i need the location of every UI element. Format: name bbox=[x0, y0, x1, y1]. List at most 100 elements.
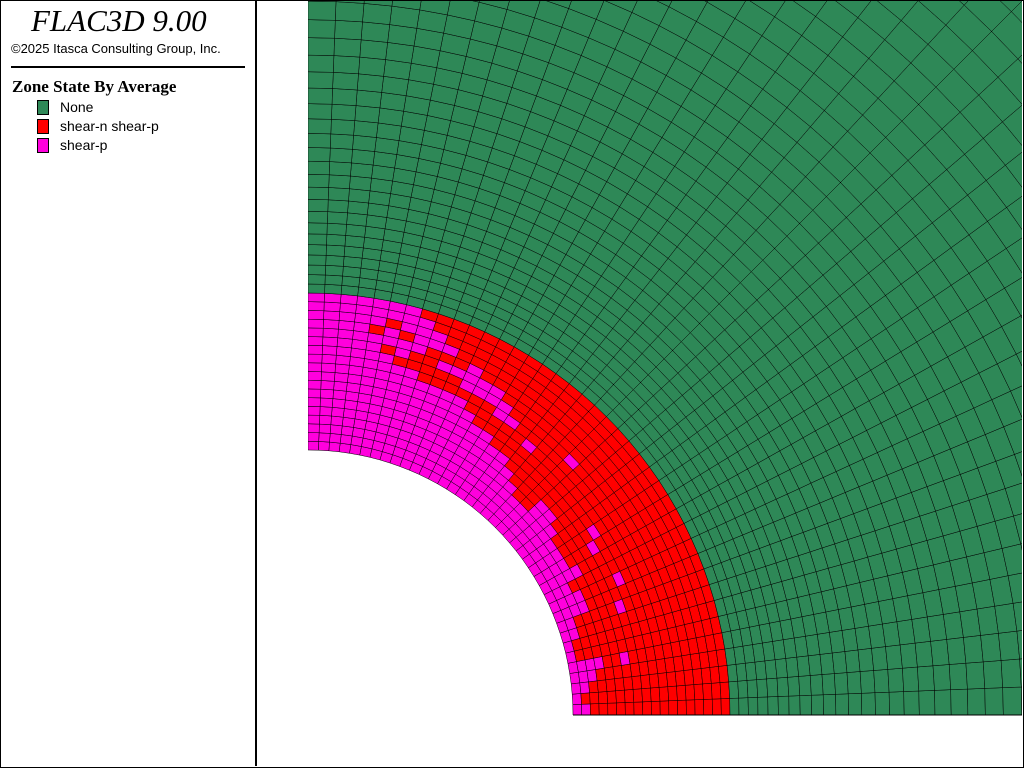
zone bbox=[607, 702, 617, 715]
zone bbox=[308, 244, 327, 256]
zone bbox=[711, 682, 722, 700]
zone bbox=[346, 212, 368, 227]
legend-label-shear-n-shear-p: shear-n shear-p bbox=[60, 118, 159, 134]
zone bbox=[857, 1, 902, 41]
zone bbox=[963, 635, 984, 664]
zone bbox=[478, 1, 510, 10]
zone bbox=[327, 211, 348, 225]
zone bbox=[1012, 601, 1022, 632]
zone bbox=[982, 660, 1003, 689]
zone bbox=[588, 680, 599, 694]
zone bbox=[692, 668, 703, 685]
zone bbox=[534, 1, 569, 28]
zone bbox=[308, 301, 325, 312]
zone bbox=[308, 233, 328, 246]
zone bbox=[338, 311, 356, 323]
zone bbox=[308, 441, 319, 451]
zone bbox=[319, 397, 334, 408]
zone bbox=[447, 1, 480, 22]
zone bbox=[998, 630, 1020, 661]
zone bbox=[728, 680, 739, 699]
zone bbox=[777, 695, 790, 715]
zone bbox=[616, 702, 626, 715]
legend-item-shear-p: shear-p bbox=[37, 136, 107, 154]
zone bbox=[330, 119, 356, 136]
zone bbox=[807, 654, 823, 676]
zone bbox=[767, 696, 779, 715]
zone bbox=[329, 147, 353, 164]
zone bbox=[815, 1, 859, 38]
zone bbox=[632, 688, 643, 703]
zone bbox=[308, 54, 335, 73]
legend-label-shear-p: shear-p bbox=[60, 137, 108, 153]
zone bbox=[308, 1, 337, 2]
zone bbox=[677, 699, 687, 715]
zone bbox=[720, 698, 731, 715]
zone bbox=[322, 327, 339, 339]
zone bbox=[308, 274, 326, 285]
legend-title: Zone State By Average bbox=[12, 77, 177, 96]
zone bbox=[914, 641, 934, 668]
zone bbox=[328, 441, 341, 453]
zone bbox=[308, 388, 322, 399]
zone bbox=[323, 301, 341, 312]
zone bbox=[331, 88, 358, 106]
zone bbox=[657, 672, 669, 688]
zone bbox=[324, 284, 343, 295]
zone bbox=[335, 354, 351, 366]
zone bbox=[319, 415, 332, 425]
zone bbox=[615, 689, 626, 704]
zone bbox=[668, 1, 708, 22]
zone bbox=[323, 293, 342, 304]
zone bbox=[325, 255, 345, 267]
zone bbox=[598, 691, 608, 704]
zone bbox=[308, 432, 320, 442]
zone bbox=[899, 642, 918, 669]
zone bbox=[581, 703, 591, 715]
zone bbox=[950, 688, 969, 715]
model-viewport[interactable] bbox=[257, 1, 1022, 766]
legend-swatch-shear-n-shear-p bbox=[37, 118, 49, 134]
zone bbox=[668, 700, 678, 715]
zone bbox=[391, 1, 422, 11]
zone bbox=[308, 414, 321, 425]
zone bbox=[308, 118, 332, 135]
zone bbox=[711, 698, 722, 715]
zone bbox=[819, 652, 835, 675]
zone bbox=[1004, 482, 1022, 517]
zone bbox=[605, 678, 616, 692]
zone bbox=[1002, 686, 1022, 715]
zone bbox=[887, 667, 904, 693]
zone bbox=[631, 1, 670, 27]
zone bbox=[333, 37, 362, 58]
zone bbox=[362, 3, 393, 25]
zone bbox=[580, 692, 591, 705]
zone bbox=[624, 701, 635, 715]
zone bbox=[589, 691, 600, 705]
zone bbox=[321, 354, 337, 365]
zone bbox=[1019, 658, 1022, 688]
zone bbox=[319, 406, 333, 417]
zone-mesh bbox=[308, 1, 1022, 715]
zone bbox=[348, 188, 371, 204]
app-title: FLAC3D 9.00 bbox=[31, 3, 207, 38]
zone bbox=[674, 670, 686, 687]
zone bbox=[334, 372, 349, 383]
zone bbox=[658, 686, 669, 702]
zone bbox=[308, 87, 333, 105]
zone bbox=[321, 362, 336, 373]
zone bbox=[308, 186, 329, 201]
zone bbox=[324, 274, 343, 286]
zone bbox=[338, 320, 355, 331]
zone bbox=[320, 380, 335, 391]
zone bbox=[694, 699, 705, 715]
zone bbox=[888, 691, 905, 715]
zone bbox=[776, 677, 790, 697]
zone bbox=[656, 1, 673, 8]
zone bbox=[327, 187, 350, 202]
zone bbox=[1010, 385, 1022, 418]
zone bbox=[331, 103, 357, 121]
zone bbox=[308, 292, 325, 303]
zone bbox=[685, 699, 696, 715]
zone bbox=[308, 103, 333, 120]
